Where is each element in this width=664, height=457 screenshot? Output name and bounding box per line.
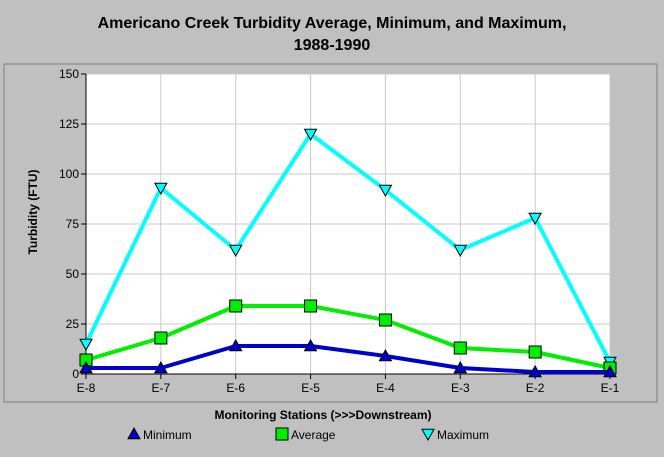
y-tick-label: 25: [66, 317, 80, 331]
legend-label-average: Average: [291, 428, 336, 442]
x-tick-label: E-6: [226, 381, 245, 395]
series-line-average: [85, 304, 611, 370]
data-point-maximum: [378, 184, 393, 198]
y-tick-label: 100: [59, 167, 79, 181]
y-tick-label: 125: [59, 117, 79, 131]
data-point-average: [528, 345, 542, 359]
x-tick-label: E-7: [152, 381, 171, 395]
data-point-average: [154, 331, 168, 345]
data-point-average: [378, 313, 392, 327]
x-tick-label: E-5: [301, 381, 320, 395]
data-point-maximum: [228, 244, 243, 258]
data-point-maximum: [154, 182, 168, 196]
legend-label-minimum: Minimum: [143, 428, 192, 442]
data-point-maximum: [453, 244, 468, 258]
data-point-minimum: [528, 364, 542, 378]
data-point-average: [229, 299, 243, 313]
y-axis-title: Turbidity (FTU): [26, 169, 40, 254]
tick-labels: E-8 E-7 E-6 E-5 E-4 E-3 E-2 E-1 0 25 50 75 100 125 150: [59, 67, 620, 395]
data-point-average: [304, 299, 318, 313]
series: [79, 128, 617, 378]
data-point-minimum: [603, 364, 617, 378]
y-tick-label: 50: [66, 267, 80, 281]
legend: Minimum Average Maximum: [127, 426, 489, 442]
data-point-maximum: [528, 212, 542, 226]
y-tick-label: 75: [66, 217, 80, 231]
legend-marker-average: [275, 427, 289, 441]
x-tick-label: E-4: [376, 381, 395, 395]
series-line-maximum: [84, 132, 612, 363]
y-tick-label: 150: [59, 67, 79, 81]
data-point-average: [453, 341, 467, 355]
data-point-minimum: [154, 360, 168, 374]
x-tick-label: E-1: [601, 381, 620, 395]
data-point-minimum: [303, 338, 318, 352]
legend-marker-maximum: [421, 428, 435, 442]
data-point-minimum: [453, 360, 468, 374]
chart-title: Americano Creek Turbidity Average, Minim…: [98, 15, 567, 32]
x-axis-title: Monitoring Stations (>>>Downstream): [214, 408, 431, 422]
data-point-maximum: [303, 128, 318, 142]
data-point-minimum: [79, 360, 93, 374]
x-tick-label: E-8: [77, 381, 96, 395]
data-point-maximum: [79, 338, 93, 352]
x-tick-label: E-3: [451, 381, 470, 395]
x-tick-label: E-2: [526, 381, 545, 395]
chart-subtitle: 1988-1990: [294, 37, 371, 54]
data-point-minimum: [378, 348, 393, 362]
legend-label-maximum: Maximum: [437, 428, 489, 442]
series-line-minimum: [86, 344, 610, 374]
data-point-minimum: [228, 338, 243, 352]
y-tick-label: 0: [72, 367, 79, 381]
legend-marker-minimum: [127, 426, 141, 440]
